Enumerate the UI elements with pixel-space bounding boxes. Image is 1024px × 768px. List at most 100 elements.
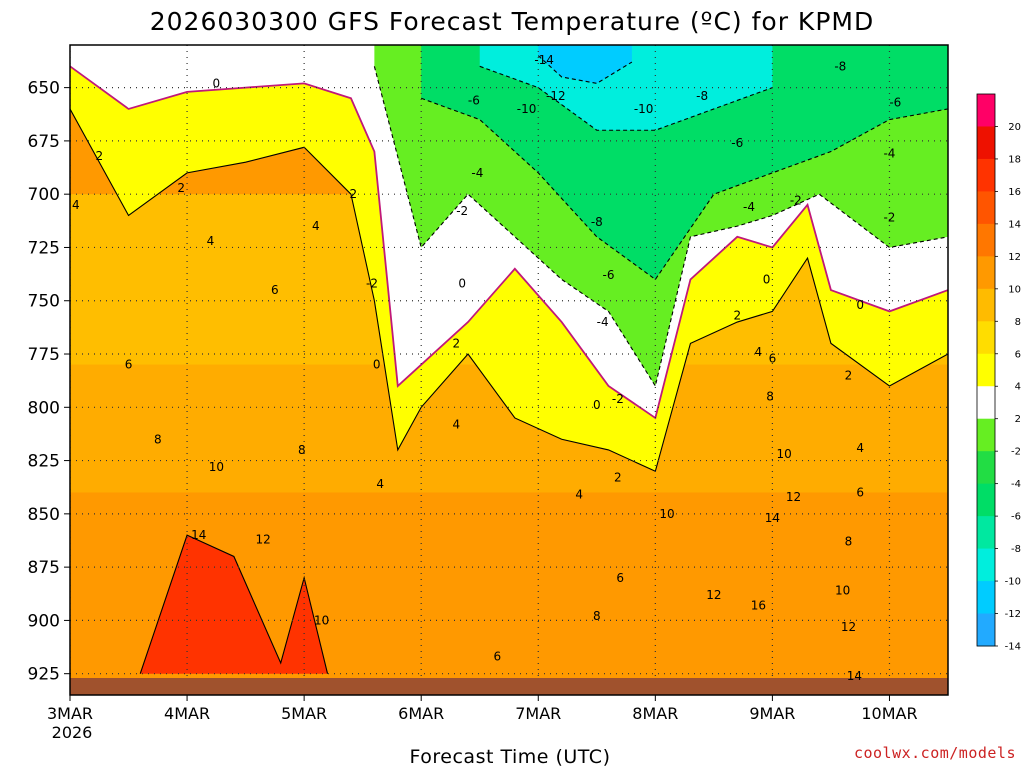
contour-label: 8	[766, 390, 774, 404]
contour-label: 6	[856, 486, 864, 500]
y-tick-label: 900	[28, 611, 60, 631]
y-tick-label: 700	[28, 185, 60, 205]
contour-label: 4	[755, 345, 763, 359]
contour-label: 12	[786, 490, 801, 504]
contour-label: -8	[591, 215, 603, 229]
contour-label: 2	[452, 336, 460, 350]
contour-label: -2	[883, 211, 895, 225]
colorbar-label: -2	[1011, 447, 1021, 458]
y-tick-label: 725	[28, 238, 60, 258]
colorbar-swatch	[977, 353, 995, 387]
colorbar-swatch	[977, 191, 995, 225]
colorbar-swatch	[977, 451, 995, 485]
contour-label: 10	[209, 460, 224, 474]
colorbar-swatch	[977, 581, 995, 615]
contour-label: 0	[458, 277, 466, 291]
contour-label: 4	[312, 219, 320, 233]
colorbar-label: 8	[1015, 317, 1021, 328]
colorbar-label: 2	[1015, 414, 1021, 425]
colorbar-swatch	[977, 94, 995, 127]
contour-label: 4	[72, 198, 80, 212]
ground-terrain	[70, 678, 948, 695]
contour-label: 0	[213, 76, 221, 90]
contour-label: -4	[743, 200, 755, 214]
colorbar-label: -12	[1005, 609, 1021, 620]
contour-label: 0	[763, 272, 771, 286]
contour-label: 6	[616, 571, 624, 585]
contour-label: 2	[614, 471, 622, 485]
contour-label: 2	[845, 368, 853, 382]
contour-label: 8	[593, 609, 601, 623]
contour-label: 0	[593, 398, 601, 412]
contour-label: 0	[856, 298, 864, 312]
colorbar-swatch	[977, 126, 995, 160]
x-tick-label: 5MAR	[281, 704, 327, 723]
contour-label: 4	[376, 477, 384, 491]
credit-text: coolwx.com/models	[854, 744, 1016, 762]
colorbar-label: 14	[1008, 219, 1021, 230]
contour-label: 12	[706, 588, 721, 602]
contour-label: 4	[452, 417, 460, 431]
isotherm-lines	[70, 55, 948, 674]
y-tick-label: 800	[28, 398, 60, 418]
contour-label: -2	[456, 204, 468, 218]
contour-label: -4	[883, 147, 895, 161]
contour-label: -8	[696, 89, 708, 103]
y-tick-label: 925	[28, 665, 60, 685]
colorbar-swatch	[977, 386, 995, 420]
colorbar-swatch	[977, 548, 995, 582]
x-tick-label: 4MAR	[164, 704, 210, 723]
contour-label: -4	[471, 166, 483, 180]
contour-label: 6	[769, 351, 777, 365]
colorbar-label: 10	[1008, 284, 1021, 295]
colorbar-label: 18	[1008, 154, 1021, 165]
contour-label: 2	[733, 309, 741, 323]
contour-label: -2	[612, 392, 624, 406]
x-tick-label: 8MAR	[632, 704, 678, 723]
colorbar-frame	[976, 93, 996, 647]
colorbar-swatch	[977, 158, 995, 192]
contour-label: 12	[841, 620, 856, 634]
x-tick-label: 9MAR	[749, 704, 795, 723]
colorbar-label: 4	[1015, 382, 1021, 393]
plot-frame	[69, 44, 949, 696]
colorbar-label: 20	[1008, 122, 1021, 133]
band-minus6C	[421, 45, 948, 280]
contour-label: 2	[349, 187, 357, 201]
colorbar-swatch	[977, 321, 995, 355]
contour-label: 8	[845, 535, 853, 549]
contour-label: 14	[191, 528, 206, 542]
isotherm--14cisotherm	[537, 55, 633, 84]
temperature-fill-layers	[70, 45, 948, 695]
contour-label: 10	[659, 507, 674, 521]
colorbar-label: 6	[1015, 349, 1021, 360]
contour-label: 10	[314, 613, 329, 627]
contour-label: -10	[634, 102, 654, 116]
y-tick-label: 675	[28, 132, 60, 152]
colorbar: 20 18 16 14 12 10 8 6 4 2 -2 -4 -6 -8 -10 -12 -14	[976, 93, 1021, 653]
contour-label: 16	[751, 598, 766, 612]
contour-label: -8	[834, 59, 846, 73]
colorbar-swatch	[977, 256, 995, 290]
colorbar-label: -10	[1005, 577, 1021, 588]
colorbar-swatch	[977, 288, 995, 322]
colorbar-swatch	[977, 223, 995, 257]
contour-label: 2	[95, 149, 103, 163]
colorbar-swatch	[977, 613, 995, 647]
contour-label: 6	[271, 283, 279, 297]
colorbar-label: -4	[1011, 479, 1021, 490]
x-tick-label: 7MAR	[515, 704, 561, 723]
contour-label: -2	[790, 194, 802, 208]
colorbar-label: -6	[1011, 512, 1021, 523]
contour-label: 2	[177, 181, 185, 195]
contour-label: 10	[835, 584, 850, 598]
x-axis-label: Forecast Time (UTC)	[410, 746, 611, 768]
colorbar-swatch	[977, 483, 995, 517]
contour-label: -12	[546, 89, 566, 103]
contour-label: 0	[373, 358, 381, 372]
contour-label: -14	[534, 53, 554, 67]
y-tick-label: 825	[28, 452, 60, 472]
isotherm-14cisotherm	[139, 534, 329, 674]
contour-label: 4	[856, 441, 864, 455]
